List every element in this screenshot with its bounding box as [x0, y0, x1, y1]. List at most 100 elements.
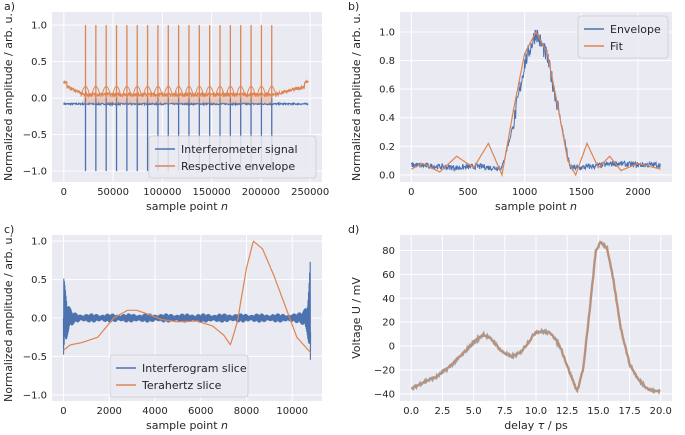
legend-entry: Envelope [610, 23, 661, 36]
panel-label: d) [348, 223, 359, 236]
y-tick-label: −40 [374, 389, 395, 400]
y-tick-label: 20 [382, 318, 395, 329]
envelope-lobe [132, 85, 143, 97]
legend: Envelope Fit [577, 15, 669, 59]
x-tick-label: 0.0 [403, 406, 419, 417]
legend-box [148, 135, 317, 179]
x-tick-label: 17.5 [618, 406, 640, 417]
legend: Interferometer signal Respective envelope [148, 135, 317, 179]
y-tick-label: 0.2 [379, 142, 395, 153]
envelope-lobe [90, 85, 101, 97]
x-tick-label: 10.0 [525, 406, 547, 417]
x-tick-label: 100000 [143, 187, 181, 198]
envelope-lobe [111, 85, 122, 97]
legend-entry: Terahertz slice [141, 379, 222, 392]
panel-label: a) [4, 0, 15, 13]
y-tick-label: 80 [382, 246, 395, 257]
y-tick-label: 0.8 [379, 56, 395, 67]
x-tick-label: 2.5 [434, 406, 450, 417]
x-axis-label-symbol: n [221, 419, 228, 432]
legend-entry: Interferometer signal [181, 143, 298, 156]
x-axis-label: sample point n [146, 419, 228, 432]
envelope-lobe [153, 85, 163, 97]
legend-entry: Respective envelope [181, 160, 295, 173]
x-tick-label: 20.0 [650, 406, 672, 417]
x-tick-label: 8000 [234, 406, 259, 417]
y-axis-label: Normalized amplitude / arb. u. [2, 234, 15, 402]
envelope-band [83, 93, 273, 104]
x-tick-label: 150000 [193, 187, 231, 198]
panel-c: 0 2000 4000 6000 8000 10000 −1.0 −0.5 0.0 0.5 1.0 c… [2, 223, 322, 432]
panel-a: 0 50000 100000 150000 200000 250000 −1.0 −0.5 0.… [2, 0, 329, 213]
envelope-lobe [101, 85, 112, 97]
envelope-lobe [163, 85, 174, 97]
x-axis-label-text: delay [504, 419, 538, 432]
x-tick-label: 7.5 [497, 406, 513, 417]
x-axis-label-text: sample point [495, 200, 570, 213]
legend-box [577, 15, 669, 59]
series-fit [411, 30, 661, 178]
x-tick-label: 1500 [569, 187, 594, 198]
x-axis-label: sample point n [495, 200, 577, 213]
y-axis-label: Voltage U / mV [350, 277, 363, 359]
envelope-lobe [121, 85, 132, 97]
plot-area [62, 240, 312, 360]
envelope-lobe [256, 85, 267, 97]
x-axis-label-symbol: n [570, 200, 577, 213]
x-tick-label: 1000 [512, 187, 537, 198]
legend-box [109, 354, 249, 398]
y-tick-label: 0.0 [379, 170, 395, 181]
x-axis-label-unit: / ps [544, 419, 568, 432]
x-axis-label-symbol: τ [538, 419, 545, 432]
envelope-lobe [142, 85, 153, 97]
envelope-lobe [215, 85, 225, 97]
y-tick-label: 60 [382, 270, 395, 281]
x-tick-label: 2000 [96, 406, 121, 417]
legend-entry: Interferogram slice [142, 362, 247, 375]
panel-label: b) [348, 0, 359, 13]
y-tick-label: 1.0 [31, 21, 47, 32]
panel-b: 0 500 1000 1500 2000 0.0 0.2 0.4 0.6 0.8 1.0 b) samp… [348, 0, 672, 213]
x-axis-label-text: sample point [146, 419, 221, 432]
y-tick-label: −0.5 [23, 352, 47, 363]
legend: Interferogram slice Terahertz slice [109, 354, 249, 398]
y-axis-label: Normalized amplitude / arb. u. [2, 13, 15, 181]
x-tick-label: 15.0 [587, 406, 609, 417]
x-tick-label: 0 [61, 187, 67, 198]
series-fit [410, 241, 661, 393]
y-tick-label: 1.0 [31, 237, 47, 248]
envelope-lobe [235, 85, 246, 97]
panel-label: c) [4, 223, 14, 236]
panel-d: 0.0 2.5 5.0 7.5 10.0 12.5 15.0 17.5 20.0 −40 −20 0 2… [348, 223, 672, 432]
x-tick-label: 4000 [142, 406, 167, 417]
x-tick-label: 250000 [291, 187, 329, 198]
x-axis-label: delay τ / ps [504, 419, 568, 432]
x-tick-label: 500 [458, 187, 477, 198]
y-tick-label: −1.0 [23, 167, 47, 178]
y-tick-label: 1.0 [379, 28, 395, 39]
x-tick-label: 10000 [276, 406, 308, 417]
y-tick-label: 40 [382, 294, 395, 305]
y-tick-label: −20 [374, 365, 395, 376]
x-tick-label: 5.0 [466, 406, 482, 417]
series-envelope [410, 29, 661, 173]
y-tick-label: 0.5 [31, 275, 47, 286]
plot-area [410, 29, 661, 178]
x-tick-label: 12.5 [556, 406, 578, 417]
envelope-lobe [173, 85, 184, 97]
envelope-lobe [194, 85, 205, 97]
y-tick-label: −0.5 [23, 130, 47, 141]
x-tick-label: 200000 [242, 187, 280, 198]
x-tick-label: 0 [60, 406, 66, 417]
envelope-lobe [204, 85, 215, 97]
y-tick-label: 0.0 [31, 314, 47, 325]
envelope-lobe [266, 85, 277, 97]
envelope-lobe [225, 85, 236, 97]
legend-entry: Fit [610, 40, 624, 53]
y-tick-label: 0.5 [31, 57, 47, 68]
series-interferometer-signal [63, 101, 309, 107]
y-tick-label: 0.0 [31, 94, 47, 105]
y-tick-label: 0.6 [379, 85, 395, 96]
envelope-lobe [246, 85, 256, 97]
